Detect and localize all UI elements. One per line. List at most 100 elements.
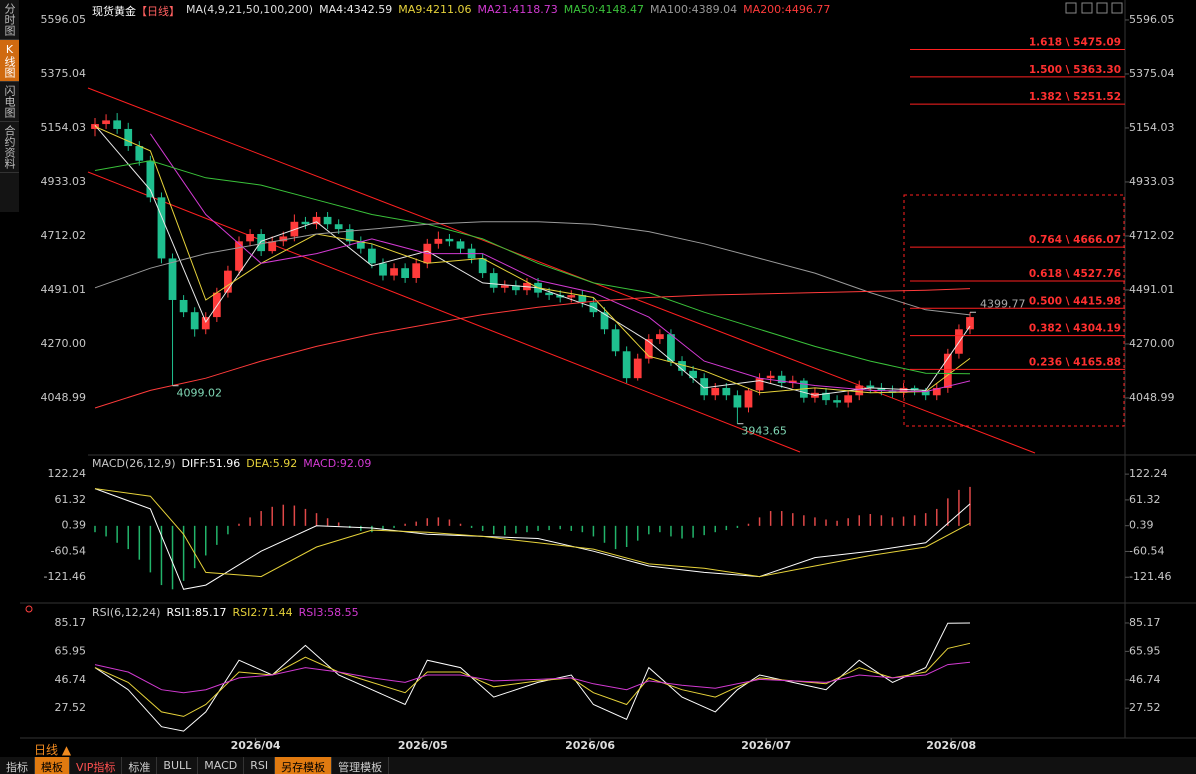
candle-body xyxy=(733,395,742,408)
toolbar-item[interactable]: 标准 xyxy=(122,757,158,774)
candle-body xyxy=(434,238,443,244)
candle-body xyxy=(168,258,177,300)
legend: RSI1:85.17 RSI2:71.44 RSI3:58.55 xyxy=(166,606,358,619)
symbol: 现货黄金 xyxy=(92,5,136,18)
legend-entry: RSI3:58.55 xyxy=(298,606,359,619)
candle-body xyxy=(456,241,465,249)
trend-line xyxy=(87,171,801,453)
toolbar-item[interactable]: RSI xyxy=(244,757,276,774)
candle-body xyxy=(899,387,908,393)
indicator-line xyxy=(94,661,971,694)
toolbar-item[interactable]: 模板 xyxy=(35,757,70,774)
candle-body xyxy=(201,317,210,330)
fib-label: 0.618 \ 4527.76 xyxy=(1029,268,1121,280)
annotation: 3943.65 xyxy=(741,425,787,438)
fib-label: 0.382 \ 4304.19 xyxy=(1029,323,1121,335)
candle-body xyxy=(777,375,786,384)
candle-body xyxy=(235,241,243,271)
candle-body xyxy=(368,248,376,264)
candle-body xyxy=(113,120,122,129)
indicator-line xyxy=(94,221,971,316)
candle-body xyxy=(135,146,144,161)
y-tick-label: 5596.05 xyxy=(1129,13,1175,26)
toolbar-item[interactable]: 另存模板 xyxy=(275,757,333,774)
candle-body xyxy=(855,385,864,396)
legend-entry: MA50:4148.47 xyxy=(563,3,644,16)
indicator-line xyxy=(94,488,971,578)
y-tick-label: 122.24 xyxy=(1129,467,1168,480)
toolbar: 指标 模板 VIP指标 标准 BULL MACD RSI 另存模板 管理模板 xyxy=(0,757,1196,774)
y-tick-label: -121.46 xyxy=(1129,570,1171,583)
toolbar-item[interactable]: 管理模板 xyxy=(332,757,390,774)
y-tick-label: 65.95 xyxy=(55,644,87,657)
tab[interactable]: K线图 xyxy=(0,40,19,82)
macd-value: MACD:92.09 xyxy=(303,457,372,470)
toolbar-item[interactable]: BULL xyxy=(157,757,199,774)
legend-entry: MA9:4211.06 xyxy=(398,3,472,16)
annotation: 4399.77 xyxy=(980,297,1026,310)
candle-body xyxy=(323,216,332,225)
y-tick-label: 4270.00 xyxy=(41,337,87,350)
y-tick-label: 0.39 xyxy=(1129,519,1154,532)
indicator-line xyxy=(94,124,971,396)
toolbar-item[interactable]: 指标 xyxy=(0,757,35,774)
legend-entry: MA100:4389.04 xyxy=(649,3,738,16)
indicator: MA(4,9,21,50,100,200) xyxy=(186,3,314,16)
macd-header: MACD(26,12,9) DIFF:51.96 DEA:5.92 MACD:92… xyxy=(92,457,371,470)
price-header: 现货黄金 【日线】 MA(4,9,21,50,100,200) MA4:4342… xyxy=(92,3,830,19)
y-tick-label: 4933.03 xyxy=(41,175,87,188)
candle-body xyxy=(655,334,664,340)
y-tick-label: 122.24 xyxy=(48,467,87,480)
candle-body xyxy=(844,395,853,403)
toolbar-item[interactable]: VIP指标 xyxy=(70,757,123,774)
period-selector[interactable]: 日线 ▲ xyxy=(34,743,72,757)
y-tick-label: 5375.04 xyxy=(1129,67,1175,80)
candle-body xyxy=(744,390,753,408)
legend: MA4:4342.59 MA9:4211.06 MA21:4118.73 MA50:4… xyxy=(319,3,830,19)
tab[interactable]: 闪电图 xyxy=(0,82,19,122)
candle-body xyxy=(667,334,675,362)
y-tick-label: 85.17 xyxy=(55,616,87,629)
y-tick-label: 61.32 xyxy=(1129,493,1161,506)
candle-body xyxy=(224,270,232,293)
candle-body xyxy=(268,241,277,252)
candle-body xyxy=(102,120,110,125)
y-tick-label: 4048.99 xyxy=(41,391,87,404)
candle-body xyxy=(190,312,199,330)
indicator-line xyxy=(94,288,971,409)
tab[interactable]: 分时图 xyxy=(0,0,19,40)
settings-dot[interactable] xyxy=(25,605,33,613)
y-tick-label: 46.74 xyxy=(1129,673,1161,686)
candle-body xyxy=(279,236,288,242)
y-tick-label: -60.54 xyxy=(1129,544,1164,557)
candle-body xyxy=(866,385,875,388)
tab[interactable]: 合约资料 xyxy=(0,122,19,173)
candle-body xyxy=(312,216,321,225)
legend-entry: DIFF:51.96 xyxy=(181,457,241,470)
candle-body xyxy=(678,361,686,371)
toolbar-item[interactable]: MACD xyxy=(198,757,245,774)
candle-body xyxy=(888,390,897,393)
indicator-line xyxy=(94,488,971,590)
indicator-line xyxy=(94,160,971,375)
fib-box xyxy=(903,194,1125,427)
candle-body xyxy=(611,329,620,352)
candle-body xyxy=(478,258,487,274)
fib-label: 1.382 \ 5251.52 xyxy=(1029,91,1121,103)
candle-body xyxy=(345,229,354,242)
fib-label: 0.236 \ 4165.88 xyxy=(1029,356,1121,368)
candle-body xyxy=(556,295,565,298)
legend-entry: MA4:4342.59 xyxy=(319,3,393,16)
indicator: RSI(6,12,24) xyxy=(92,606,161,619)
candle-body xyxy=(157,197,166,259)
fib-label: 1.618 \ 5475.09 xyxy=(1029,37,1121,49)
fib-label: 0.764 \ 4666.07 xyxy=(1029,234,1121,246)
y-tick-label: 27.52 xyxy=(55,701,87,714)
y-tick-label: 4491.01 xyxy=(1129,283,1175,296)
candle-body xyxy=(910,387,919,391)
candle-body xyxy=(600,312,609,330)
candle-body xyxy=(644,339,653,359)
y-tick-label: 0.39 xyxy=(62,519,87,532)
x-tick-label: 2026/04 xyxy=(231,739,281,752)
